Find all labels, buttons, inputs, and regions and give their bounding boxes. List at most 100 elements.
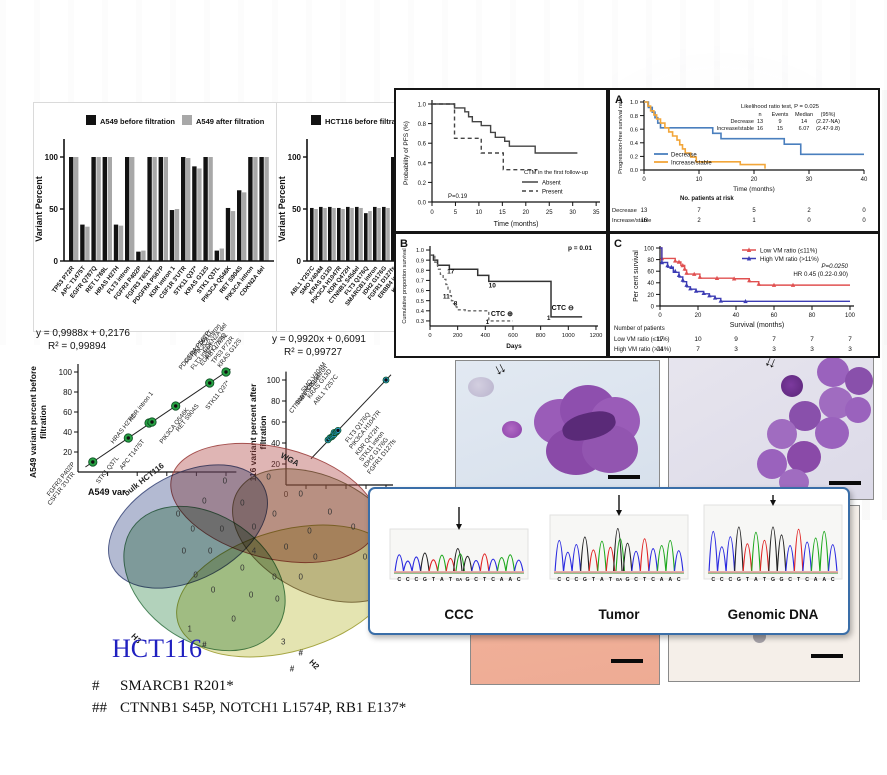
svg-text:Median: Median — [795, 112, 813, 118]
svg-text:800: 800 — [536, 333, 546, 339]
venn-count: 0 — [272, 572, 277, 582]
svg-text:Time (months): Time (months) — [494, 221, 539, 228]
venn-count: 0 — [222, 476, 228, 486]
svg-text:Decrease: Decrease — [671, 153, 697, 159]
svg-text:17: 17 — [656, 336, 664, 343]
panel-c-plot: C 0 20 40 60 80 100 0 20 40 60 80 100 Per cent surviv… — [614, 238, 856, 353]
scale-bar — [829, 481, 861, 485]
svg-text:14: 14 — [801, 119, 807, 125]
venn-set-label: H2 — [307, 657, 322, 672]
svg-text:60: 60 — [771, 313, 778, 319]
svg-text:60: 60 — [63, 408, 72, 417]
svg-text:High VM ratio (>11%): High VM ratio (>11%) — [760, 256, 819, 263]
venn-count: 0 — [298, 572, 303, 582]
svg-text:C: C — [566, 577, 570, 583]
svg-text:G: G — [466, 577, 470, 583]
svg-text:Variant Percent: Variant Percent — [277, 176, 287, 242]
svg-text:5: 5 — [752, 208, 756, 214]
svg-text:C: C — [651, 577, 655, 583]
panel-b: B 0.3 0.4 0.5 0.6 0.7 0.8 0.9 1.0 0 200 400 600 800 10… — [394, 232, 608, 358]
svg-text:100: 100 — [267, 376, 281, 385]
chromatogram-tumor: C C C G T A T GA G C T C A A C — [546, 493, 692, 605]
svg-text:A: A — [500, 577, 504, 583]
venn-count: 0 — [275, 594, 280, 604]
svg-text:400: 400 — [480, 333, 490, 339]
svg-text:10: 10 — [476, 210, 483, 216]
svg-text:0: 0 — [642, 177, 646, 183]
svg-text:20: 20 — [63, 448, 72, 457]
svg-text:50: 50 — [292, 205, 301, 214]
svg-text:T: T — [643, 577, 647, 583]
venn-title: HCT116 — [112, 634, 203, 663]
cell-blob — [845, 367, 873, 395]
footnote-symbol: # — [92, 678, 100, 694]
svg-text:C: C — [788, 577, 792, 583]
chromatogram-label: Genomic DNA — [727, 607, 819, 622]
svg-text:6.07: 6.07 — [799, 126, 810, 132]
svg-text:80: 80 — [809, 313, 816, 319]
venn-count: 0 — [307, 526, 312, 536]
venn-count: 4 — [251, 546, 257, 556]
chromatogram-trace: C C C G T A T GA G C T C A A C — [549, 495, 689, 583]
svg-text:80: 80 — [271, 397, 280, 406]
svg-text:7: 7 — [697, 208, 701, 214]
increase-line — [644, 101, 766, 169]
svg-text:0: 0 — [430, 210, 434, 216]
svg-text:C: C — [720, 577, 724, 583]
svg-text:Increase/stable: Increase/stable — [671, 161, 712, 167]
svg-text:R² = 0,99727: R² = 0,99727 — [284, 347, 343, 358]
svg-text:0.8: 0.8 — [630, 114, 638, 120]
svg-text:C: C — [711, 577, 715, 583]
venn-count: 0 — [351, 522, 356, 532]
svg-text:Cumulative proportion survival: Cumulative proportion survival — [402, 248, 408, 323]
panel-b-plot: B 0.3 0.4 0.5 0.6 0.7 0.8 0.9 1.0 0 200 400 600 800 10… — [400, 238, 603, 350]
svg-text:10: 10 — [696, 177, 703, 183]
svg-text:C: C — [805, 577, 809, 583]
svg-text:17: 17 — [447, 268, 455, 275]
svg-text:Progression-free survival rate: Progression-free survival rate — [618, 98, 624, 174]
svg-text:C: C — [414, 577, 418, 583]
svg-text:Decrease: Decrease — [730, 119, 754, 125]
double-arrow-icon: ↓↓ — [490, 360, 507, 380]
svg-text:Decrease: Decrease — [612, 208, 637, 214]
svg-text:7: 7 — [696, 346, 700, 353]
venn-hash-mark: # — [298, 648, 303, 658]
venn-count: 0 — [207, 546, 213, 556]
svg-text:y = 0,9920x + 0,6091: y = 0,9920x + 0,6091 — [272, 334, 366, 345]
svg-text:1: 1 — [752, 218, 756, 224]
svg-text:A549 before filtration: A549 before filtration — [100, 117, 175, 126]
svg-text:HR 0.45 (0.22-0.90): HR 0.45 (0.22-0.90) — [793, 271, 848, 278]
svg-text:0: 0 — [658, 313, 662, 319]
cell-blob — [817, 357, 849, 387]
svg-text:T: T — [797, 577, 801, 583]
svg-text:A: A — [508, 577, 512, 583]
svg-text:T: T — [746, 577, 750, 583]
svg-text:15: 15 — [777, 126, 783, 132]
svg-text:1200: 1200 — [590, 333, 603, 339]
svg-text:40: 40 — [271, 439, 280, 448]
km-pfs-panel: 0.0 0.2 0.4 0.6 0.8 1.0 0 5 10 15 20 25 30 35 Probabil… — [394, 88, 608, 233]
chromatogram-ccc: C C C G T A T GA G C T C A A C — [386, 493, 532, 605]
venn-count: 1 — [187, 624, 192, 634]
svg-text:8: 8 — [454, 301, 458, 308]
svg-text:20: 20 — [647, 293, 654, 299]
scale-bar — [811, 654, 843, 658]
svg-text:35: 35 — [593, 210, 600, 216]
ctc-negative-line — [430, 254, 583, 318]
venn-count: 0 — [283, 542, 289, 552]
svg-text:25: 25 — [546, 210, 553, 216]
svg-text:C: C — [574, 577, 578, 583]
svg-text:10: 10 — [694, 336, 702, 343]
svg-text:0.2: 0.2 — [630, 155, 638, 161]
chromatogram-label: Tumor — [598, 607, 640, 622]
svg-text:0.8: 0.8 — [418, 122, 427, 128]
svg-text:9: 9 — [734, 336, 738, 343]
venn-count: 0 — [202, 496, 207, 506]
svg-text:0.4: 0.4 — [416, 309, 425, 315]
svg-text:Absent: Absent — [542, 181, 561, 187]
svg-text:CTC ⊕: CTC ⊕ — [491, 311, 513, 318]
svg-text:Time (months): Time (months) — [733, 186, 775, 193]
svg-text:0.4: 0.4 — [418, 161, 427, 167]
